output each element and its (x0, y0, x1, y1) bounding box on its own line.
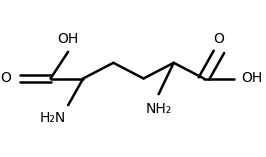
Text: O: O (214, 32, 225, 46)
Text: NH₂: NH₂ (146, 102, 172, 116)
Text: OH: OH (242, 71, 263, 86)
Text: OH: OH (57, 32, 79, 46)
Text: O: O (1, 71, 11, 86)
Text: H₂N: H₂N (39, 111, 66, 125)
